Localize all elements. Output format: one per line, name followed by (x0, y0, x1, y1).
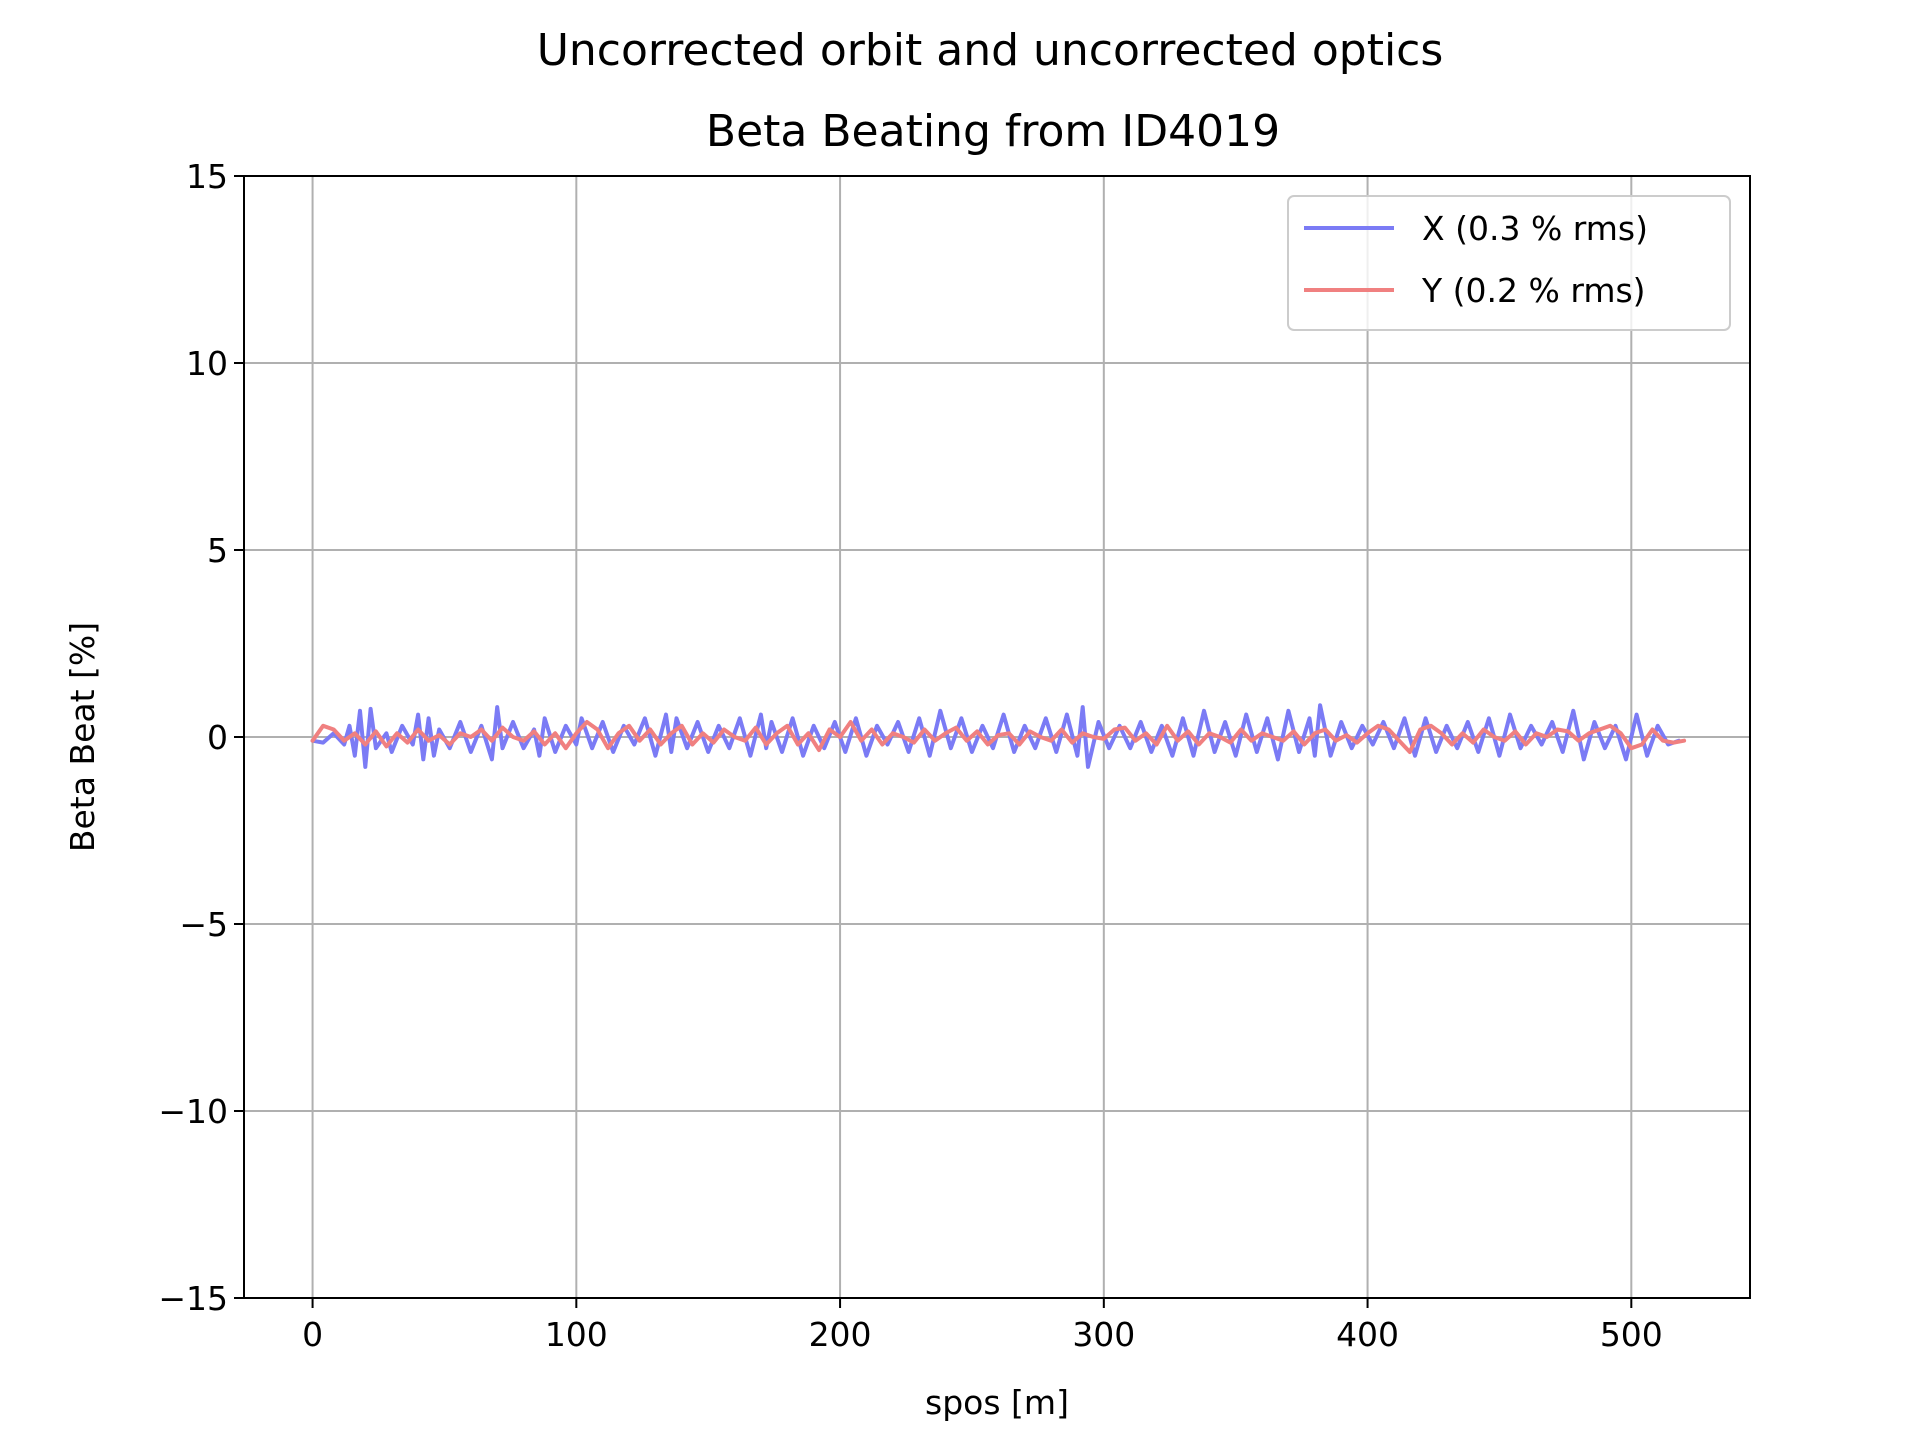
series-line-y (310, 720, 1687, 754)
x-tick-label: 200 (809, 1315, 872, 1354)
series-layer (310, 703, 1687, 769)
ticks: 0 100 200 300 400 500 −15 −10 −5 0 5 10 15 (158, 157, 1662, 1354)
x-tick-label: 500 (1600, 1315, 1663, 1354)
legend: X (0.3 % rms) Y (0.2 % rms) (1287, 195, 1731, 331)
x-axis-label: spos [m] (925, 1383, 1069, 1422)
y-tick-label: 0 (207, 718, 228, 757)
y-tick-label: 5 (207, 531, 228, 570)
x-tick-label: 300 (1072, 1315, 1135, 1354)
y-tick-label: −10 (158, 1092, 228, 1131)
x-tick-label: 100 (545, 1315, 608, 1354)
legend-box (1287, 195, 1731, 331)
y-tick-label: 10 (186, 344, 228, 383)
chart-title: Beta Beating from ID4019 (706, 106, 1280, 157)
series-line-x (310, 703, 1681, 769)
chart-suptitle: Uncorrected orbit and uncorrected optics (537, 25, 1444, 76)
legend-label-y: Y (0.2 % rms) (1421, 271, 1646, 310)
legend-label-x: X (0.3 % rms) (1422, 209, 1648, 248)
y-tick-label: −5 (179, 905, 228, 944)
x-tick-label: 400 (1336, 1315, 1399, 1354)
y-tick-label: −15 (158, 1279, 228, 1318)
x-tick-label: 0 (302, 1315, 323, 1354)
y-axis-label: Beta Beat [%] (63, 622, 102, 852)
y-tick-label: 15 (186, 157, 228, 196)
